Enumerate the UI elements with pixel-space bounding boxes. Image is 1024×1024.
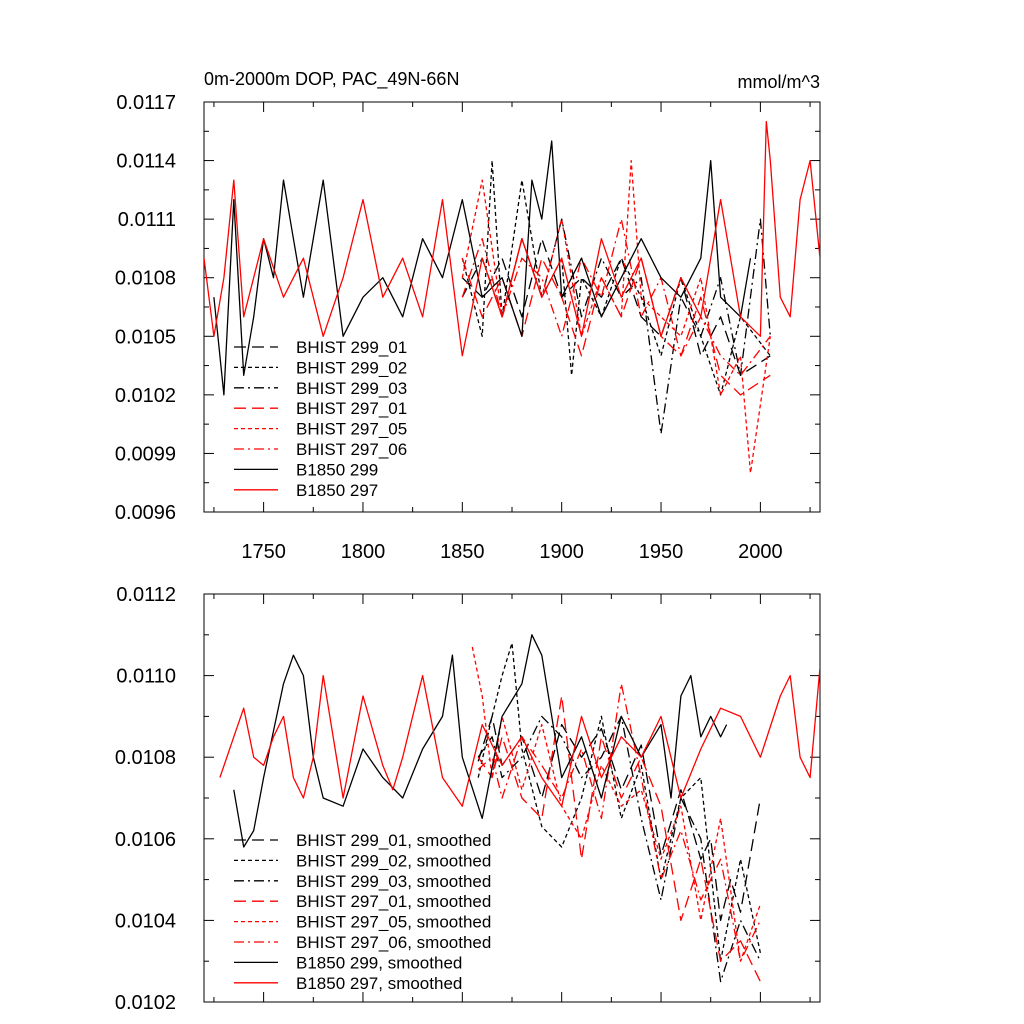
legend-label: BHIST 297_05 bbox=[296, 420, 407, 439]
y-tick-label: 0.0099 bbox=[115, 443, 176, 465]
top-panel: 0m-2000m DOP, PAC_49N-66N mmol/m^3 1750 1… bbox=[115, 69, 821, 563]
series-line bbox=[477, 715, 762, 922]
x-tick-label: 1850 bbox=[440, 541, 485, 563]
legend-label: BHIST 299_02 bbox=[296, 358, 407, 377]
legend-label: BHIST 297_01, smoothed bbox=[296, 892, 491, 911]
legend-label: BHIST 299_02, smoothed bbox=[296, 851, 491, 870]
legend-label: BHIST 297_06, smoothed bbox=[296, 933, 491, 952]
series-line bbox=[213, 140, 752, 396]
x-tick-label: 1900 bbox=[539, 541, 584, 563]
series-line bbox=[461, 218, 771, 376]
x-tick-label: 1750 bbox=[241, 541, 286, 563]
x-tick-label: 1800 bbox=[341, 541, 386, 563]
x-tick-label: 1950 bbox=[639, 541, 684, 563]
y-tick-label: 0.0114 bbox=[116, 151, 176, 173]
series-line bbox=[477, 642, 762, 962]
y-tick-label: 0.0102 bbox=[115, 992, 176, 1014]
series-line bbox=[477, 683, 761, 962]
y-tick-label: 0.0106 bbox=[115, 829, 176, 851]
series-line bbox=[233, 634, 728, 848]
legend-label: BHIST 299_01 bbox=[296, 338, 407, 357]
legend-label: B1850 297 bbox=[296, 481, 378, 500]
series-group bbox=[219, 634, 820, 983]
top-panel-units: mmol/m^3 bbox=[738, 72, 820, 92]
y-tick-label: 0.0108 bbox=[115, 747, 176, 769]
y-tick-label: 0.0112 bbox=[116, 584, 176, 606]
series-line bbox=[219, 667, 820, 807]
y-tick-label: 0.0105 bbox=[115, 326, 176, 348]
series-group bbox=[204, 120, 820, 474]
legend-label: B1850 299 bbox=[296, 460, 378, 479]
legend-label: BHIST 297_06 bbox=[296, 440, 407, 459]
legend-label: BHIST 297_05, smoothed bbox=[296, 913, 491, 932]
y-tick-label: 0.0111 bbox=[118, 209, 176, 231]
series-line bbox=[477, 695, 761, 982]
y-tick-label: 0.0108 bbox=[115, 268, 176, 290]
legend-label: B1850 299, smoothed bbox=[296, 953, 462, 972]
legend-label: BHIST 299_01, smoothed bbox=[296, 831, 491, 850]
legend-label: BHIST 297_01 bbox=[296, 399, 407, 418]
series-line bbox=[461, 238, 771, 376]
top-panel-title: 0m-2000m DOP, PAC_49N-66N bbox=[204, 69, 459, 90]
series-line bbox=[461, 218, 771, 435]
legend-label: BHIST 299_03, smoothed bbox=[296, 872, 491, 891]
y-tick-label: 0.0096 bbox=[115, 502, 176, 524]
y-tick-label: 0.0104 bbox=[115, 910, 176, 932]
series-line bbox=[204, 120, 820, 357]
x-tick-label: 2000 bbox=[738, 541, 783, 563]
y-tick-label: 0.0102 bbox=[115, 385, 176, 407]
series-line bbox=[461, 159, 771, 396]
y-tick-label: 0.0117 bbox=[116, 92, 176, 114]
legend-label: B1850 297, smoothed bbox=[296, 974, 462, 993]
y-tick-label: 0.0110 bbox=[116, 666, 176, 688]
legend-label: BHIST 299_03 bbox=[296, 379, 407, 398]
series-line bbox=[461, 159, 771, 474]
bottom-panel: 0.0102 0.0104 0.0106 0.0108 0.0110 0.0112 BHIS… bbox=[115, 584, 821, 1014]
